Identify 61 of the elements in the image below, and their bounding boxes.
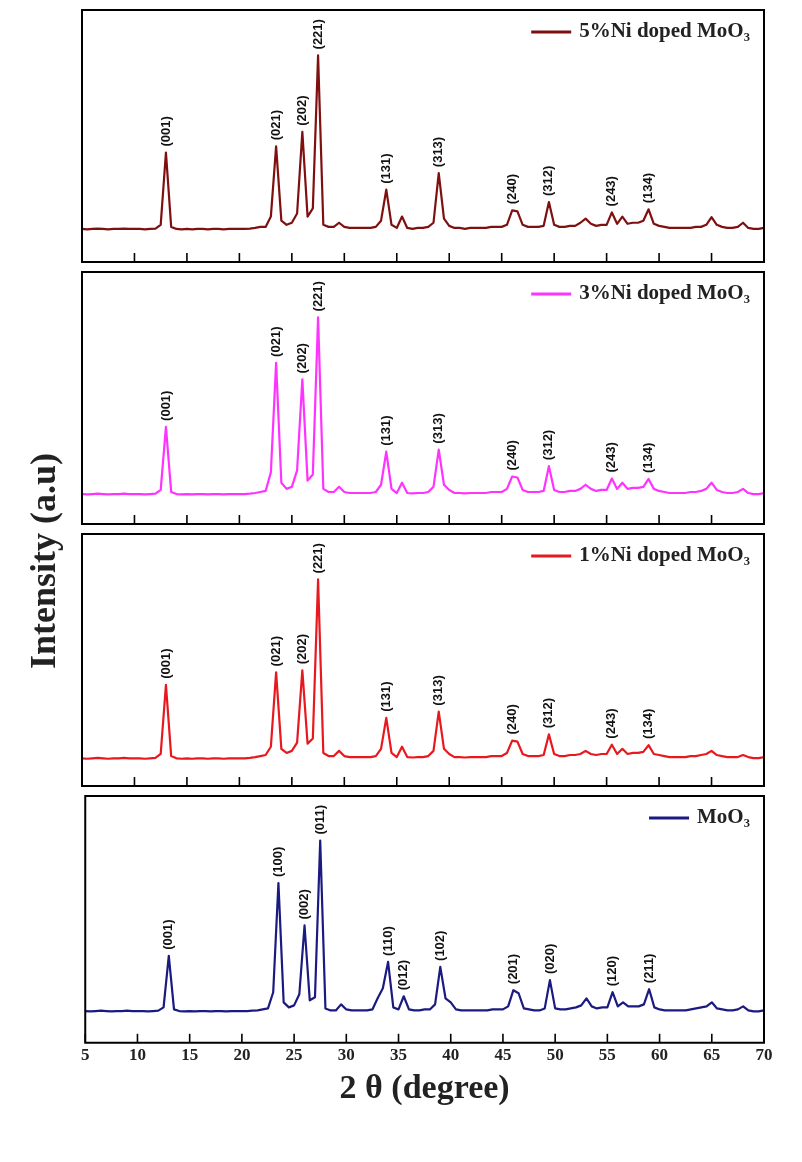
x-tick-label: 35 <box>390 1045 408 1065</box>
x-axis-title: 2 θ (degree) <box>339 1068 510 1107</box>
annotation: (202) <box>293 633 309 665</box>
annotation: (201) <box>504 953 520 985</box>
annotation: (131) <box>377 153 393 184</box>
annotation: (240) <box>503 174 519 205</box>
legend-label: 3%Ni doped MoO₃ <box>579 280 750 305</box>
annotation: (120) <box>604 955 620 987</box>
legend-label: 1%Ni doped MoO₃ <box>579 542 750 567</box>
annotation: (313) <box>430 413 446 444</box>
annotation: (001) <box>160 919 176 950</box>
x-tick-label: 15 <box>181 1045 199 1065</box>
x-tick-label: 60 <box>651 1045 669 1065</box>
x-tick-label: 50 <box>546 1045 564 1065</box>
legend-label: MoO₃ <box>697 804 750 829</box>
annotation: (021) <box>267 109 283 141</box>
annotation: (312) <box>540 698 556 729</box>
annotation: (243) <box>603 442 619 473</box>
annotation: (001) <box>157 390 173 421</box>
annotation: (313) <box>430 136 446 168</box>
annotation: (221) <box>309 543 325 574</box>
annotation: (134) <box>640 708 656 740</box>
annotation: (100) <box>270 846 286 877</box>
annotation: (110) <box>379 926 395 956</box>
annotation: (021) <box>267 636 283 667</box>
annotation: (221) <box>309 281 325 312</box>
annotation: (211) <box>640 953 656 984</box>
annotation: (240) <box>503 704 519 735</box>
annotation: (131) <box>377 681 393 712</box>
annotation: (001) <box>157 648 173 679</box>
x-tick-label: 45 <box>494 1045 512 1065</box>
annotation: (243) <box>603 176 619 207</box>
x-tick-label: 70 <box>755 1045 773 1065</box>
annotation: (011) <box>311 804 327 835</box>
annotation: (202) <box>293 95 309 126</box>
annotation: (102) <box>431 930 447 961</box>
x-tick-label: 10 <box>128 1045 146 1065</box>
x-tick-label: 5 <box>81 1045 90 1065</box>
annotation: (131) <box>377 415 393 446</box>
annotation: (134) <box>640 442 656 473</box>
annotation: (012) <box>395 959 411 991</box>
annotation: (202) <box>293 343 309 374</box>
annotation: (240) <box>503 440 519 471</box>
x-tick-label: 40 <box>442 1045 460 1065</box>
annotation: (312) <box>540 165 556 197</box>
annotation: (243) <box>603 708 619 739</box>
x-tick-label: 30 <box>337 1045 355 1065</box>
annotation: (020) <box>541 943 557 975</box>
annotation: (312) <box>540 429 556 461</box>
x-tick-label: 25 <box>285 1045 303 1065</box>
legend-label: 5%Ni doped MoO₃ <box>579 18 750 43</box>
x-tick-label: 55 <box>598 1045 616 1065</box>
annotation: (221) <box>309 19 325 50</box>
x-tick-label: 65 <box>703 1045 721 1065</box>
annotation: (313) <box>430 675 446 706</box>
annotation: (001) <box>157 116 173 147</box>
annotation: (134) <box>640 172 656 204</box>
y-axis-title: Intensity (a.u) <box>22 452 64 670</box>
annotation: (002) <box>296 889 312 920</box>
x-tick-label: 20 <box>233 1045 251 1065</box>
annotation: (021) <box>267 326 283 357</box>
